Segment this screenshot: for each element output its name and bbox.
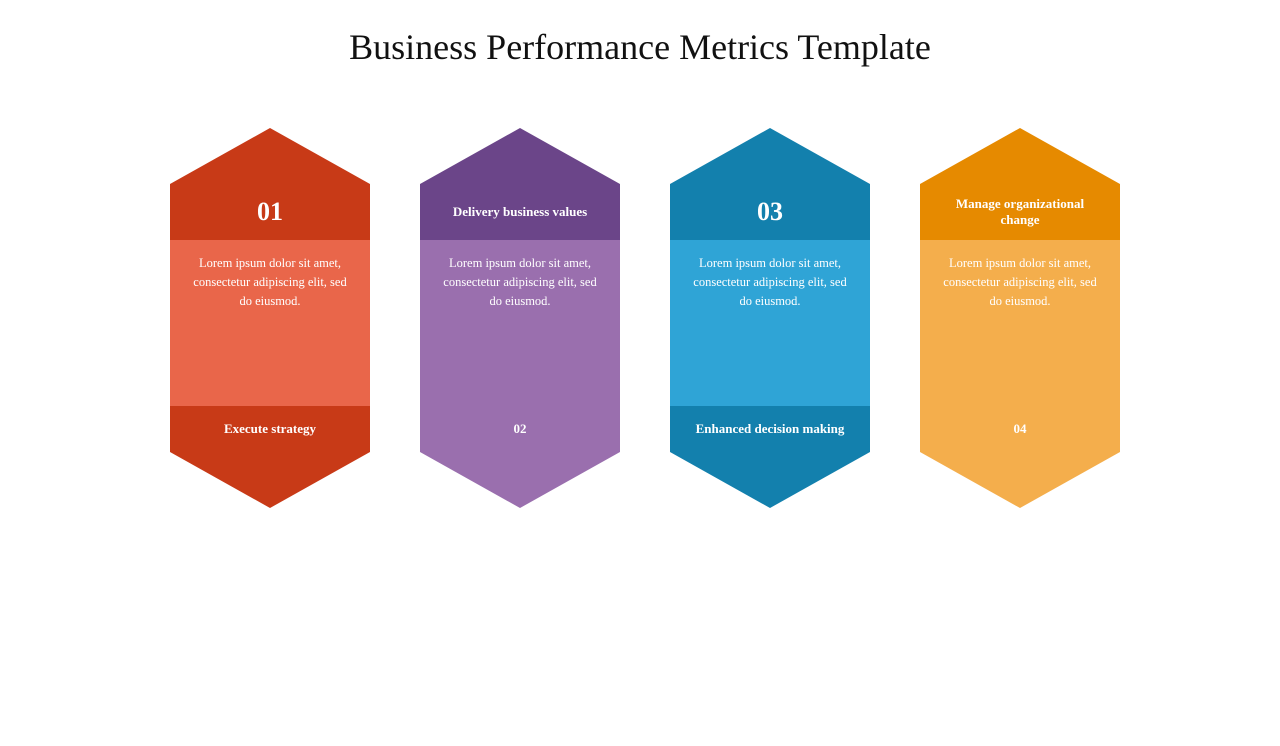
hex-card-4: Manage organizational changeLorem ipsum …: [920, 128, 1120, 498]
hex-number: 04: [920, 406, 1120, 452]
hex-number: 02: [420, 406, 620, 452]
hex-bottom-triangle: [670, 452, 870, 508]
hex-body: Lorem ipsum dolor sit amet, consectetur …: [920, 240, 1120, 406]
hex-bottom-triangle: [170, 452, 370, 508]
hex-number: 01: [170, 184, 370, 240]
hex-body: Lorem ipsum dolor sit amet, consectetur …: [170, 240, 370, 406]
hex-top-triangle: [170, 128, 370, 184]
hex-card-1: 01Lorem ipsum dolor sit amet, consectetu…: [170, 128, 370, 498]
hex-body: Lorem ipsum dolor sit amet, consectetur …: [670, 240, 870, 406]
hex-top-triangle: [420, 128, 620, 184]
hex-row: 01Lorem ipsum dolor sit amet, consectetu…: [0, 128, 1280, 728]
hex-bottom-triangle: [920, 452, 1120, 508]
hex-label: Enhanced decision making: [670, 406, 870, 452]
hex-label: Delivery business values: [420, 184, 620, 240]
hex-body: Lorem ipsum dolor sit amet, consectetur …: [420, 240, 620, 406]
hex-card-2: Delivery business valuesLorem ipsum dolo…: [420, 128, 620, 498]
hex-label: Manage organizational change: [920, 184, 1120, 240]
hex-number: 03: [670, 184, 870, 240]
page-title: Business Performance Metrics Template: [0, 26, 1280, 68]
hex-top-triangle: [670, 128, 870, 184]
hex-bottom-triangle: [420, 452, 620, 508]
hex-top-triangle: [920, 128, 1120, 184]
hex-card-3: 03Lorem ipsum dolor sit amet, consectetu…: [670, 128, 870, 498]
hex-label: Execute strategy: [170, 406, 370, 452]
